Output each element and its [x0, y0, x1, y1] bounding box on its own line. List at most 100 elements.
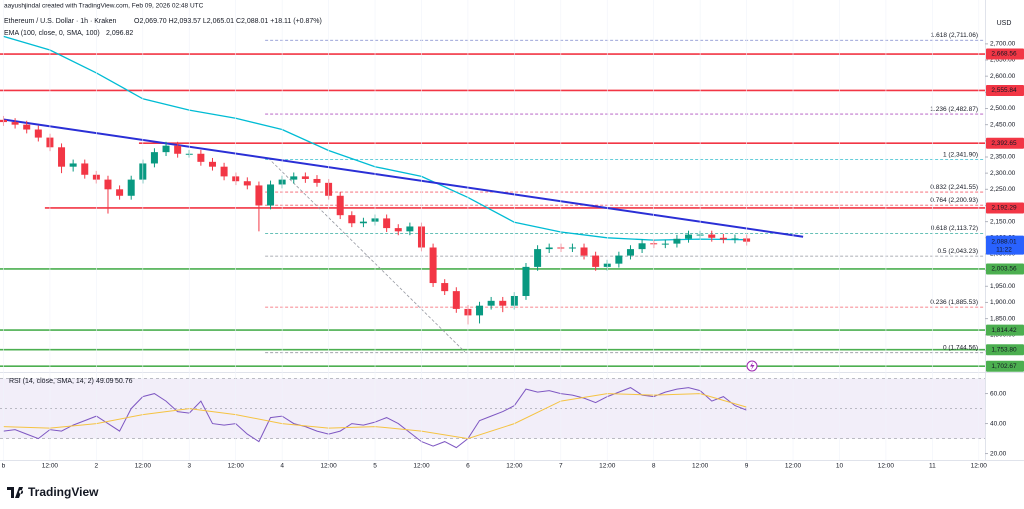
last-price-label: 2,088.01	[991, 238, 1017, 245]
time-tick-label: 12:00	[878, 463, 895, 470]
event-icon-bolt	[750, 362, 755, 370]
fib-label: 1.618 (2,711.06)	[931, 32, 978, 39]
level-price-label: 1,702.67	[991, 363, 1017, 370]
level-price-label: 2,392.65	[991, 140, 1017, 147]
candle-body	[58, 147, 66, 167]
candle-body	[580, 247, 588, 256]
logo-mark	[7, 487, 24, 498]
candle-body	[290, 176, 298, 180]
candle-body	[243, 181, 251, 186]
level-price-box	[986, 84, 1024, 96]
time-tick-label: b	[2, 463, 6, 470]
candle-body	[359, 221, 367, 224]
fib-anchor-line	[267, 157, 466, 353]
candle-body	[592, 255, 600, 267]
price-tick-label: 1,850.00	[990, 315, 1016, 322]
candle-body	[534, 249, 542, 267]
rsi-band	[0, 378, 985, 439]
candle-body	[336, 195, 344, 216]
candle-body	[638, 243, 646, 250]
axes: 2,700.002,650.002,600.002,550.002,500.00…	[2, 0, 1024, 470]
time-tick-label: 4	[280, 463, 284, 470]
candle-body	[69, 163, 77, 167]
price-tick-label: 2,350.00	[990, 154, 1016, 161]
price-tick-label: 1,900.00	[990, 299, 1016, 306]
plot-area: 1.618 (2,711.06) 1.236 (2,482.87) 1 (2,341…	[0, 32, 985, 449]
candle-body	[11, 122, 19, 125]
candle-body	[615, 255, 623, 264]
rsi-sma-last: 50.76	[115, 378, 133, 385]
candle-body	[150, 152, 158, 164]
candle-body	[255, 185, 263, 206]
symbol: Ethereum / U.S. Dollar · 1h · Kraken	[4, 18, 117, 25]
candle-body	[731, 238, 739, 240]
fib-label: 0.618 (2,113.72)	[931, 225, 978, 232]
ohlc: O2,069.70 H2,093.57 L2,065.01 C2,088.01 …	[134, 18, 322, 25]
level-price-label: 2,003.56	[991, 266, 1017, 273]
level-price-label: 2,192.29	[991, 205, 1017, 212]
level-price-box	[986, 324, 1024, 336]
candle-body	[81, 163, 89, 175]
fib-label: 0.832 (2,241.55)	[930, 184, 978, 191]
level-price-label: 1,814.42	[991, 327, 1017, 334]
candle-body	[452, 291, 460, 309]
time-tick-label: 12:00	[320, 463, 337, 470]
time-tick-label: 7	[559, 463, 563, 470]
fib-label: 0.764 (2,200.93)	[930, 197, 978, 204]
price-tick-label: 2,300.00	[990, 170, 1016, 177]
price-tick-label: 1,950.00	[990, 283, 1016, 290]
candle-body	[661, 243, 669, 245]
candle-body	[383, 218, 391, 229]
countdown: 11:22	[996, 246, 1012, 253]
candle-body	[348, 215, 356, 224]
level-price-box	[986, 263, 1024, 275]
time-tick-label: 12:00	[135, 463, 152, 470]
fib-label: 1 (2,341.90)	[943, 151, 978, 158]
level-price-box	[986, 48, 1024, 60]
time-tick-label: 12:00	[692, 463, 709, 470]
rsi-last: 49.09	[96, 378, 114, 385]
time-tick-label: 2	[95, 463, 99, 470]
candle-body	[116, 189, 124, 196]
candle-body	[174, 145, 182, 154]
level-price-box	[986, 202, 1024, 214]
last-price-box	[986, 235, 1024, 255]
candle-body	[197, 153, 205, 162]
candle-body	[545, 247, 553, 250]
candle-body	[34, 129, 42, 138]
candle-body	[719, 237, 727, 240]
candle-body	[476, 305, 484, 316]
time-tick-label: 12:00	[785, 463, 802, 470]
time-tick-label: 5	[373, 463, 377, 470]
level-price-box	[986, 137, 1024, 149]
ema-legend-value: 2,096.82	[106, 30, 133, 37]
candle-body	[685, 234, 693, 239]
time-tick-label: 9	[745, 463, 749, 470]
trendline	[3, 118, 804, 238]
fib-label: 0.236 (1,885.53)	[930, 299, 978, 306]
candle-body	[313, 178, 321, 183]
price-tick-label: 2,500.00	[990, 105, 1016, 112]
candle-body	[522, 266, 530, 296]
time-tick-label: 12:00	[971, 463, 988, 470]
time-tick-label: 3	[187, 463, 191, 470]
price-tick-label: 2,450.00	[990, 121, 1016, 128]
candle-body	[220, 166, 228, 177]
rsi-tick-label: 20.00	[990, 450, 1007, 457]
ema-legend: EMA (100, close, 0, SMA, 100)	[4, 30, 100, 37]
price-tick-label: 2,650.00	[990, 57, 1016, 64]
price-tick-label: 2,600.00	[990, 73, 1016, 80]
candle-body	[441, 283, 449, 292]
level-price-box	[986, 344, 1024, 356]
rsi-title: RSI (14, close, SMA, 14, 2)	[9, 378, 94, 385]
currency: USD	[997, 20, 1012, 27]
level-price-label: 2,555.84	[991, 87, 1017, 94]
brand-name: TradingView	[28, 485, 99, 499]
candle-body	[429, 247, 437, 284]
candle-body	[162, 145, 170, 153]
rsi-tick-label: 60.00	[990, 390, 1007, 397]
time-tick-label: 8	[652, 463, 656, 470]
price-tick-label: 2,250.00	[990, 186, 1016, 193]
level-price-box	[986, 360, 1024, 372]
candle-body	[499, 300, 507, 306]
